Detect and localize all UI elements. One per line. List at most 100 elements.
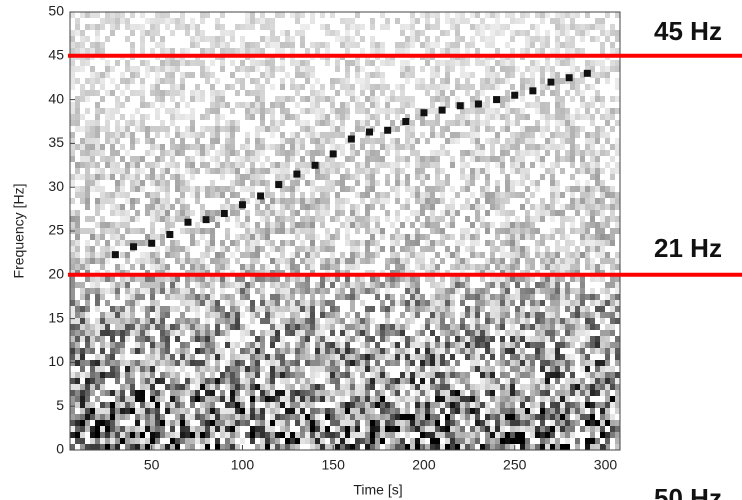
- noise-cell: [280, 354, 285, 360]
- noise-cell: [470, 96, 475, 102]
- noise-cell: [535, 144, 540, 150]
- noise-cell: [165, 360, 170, 366]
- noise-cell: [340, 114, 345, 120]
- noise-cell: [540, 108, 545, 114]
- noise-cell: [255, 384, 260, 390]
- noise-cell: [470, 408, 475, 414]
- noise-cell: [310, 396, 315, 402]
- noise-cell: [165, 336, 170, 342]
- noise-cell: [595, 360, 600, 366]
- noise-cell: [475, 306, 480, 312]
- noise-cell: [435, 42, 440, 48]
- noise-cell: [405, 264, 410, 270]
- noise-cell: [400, 294, 405, 300]
- noise-cell: [360, 258, 365, 264]
- noise-cell: [95, 234, 100, 240]
- noise-cell: [365, 402, 370, 408]
- noise-cell: [525, 78, 530, 84]
- noise-cell: [280, 318, 285, 324]
- noise-cell: [525, 36, 530, 42]
- noise-cell: [375, 84, 380, 90]
- noise-cell: [295, 162, 300, 168]
- noise-cell: [190, 210, 195, 216]
- noise-cell: [585, 228, 590, 234]
- noise-cell: [535, 252, 540, 258]
- noise-cell: [570, 114, 575, 120]
- noise-cell: [385, 360, 390, 366]
- noise-cell: [80, 84, 85, 90]
- noise-cell: [280, 228, 285, 234]
- noise-cell: [195, 372, 200, 378]
- noise-cell: [225, 300, 230, 306]
- noise-cell: [495, 138, 500, 144]
- noise-cell: [225, 162, 230, 168]
- noise-cell: [520, 288, 525, 294]
- noise-cell: [295, 60, 300, 66]
- noise-cell: [450, 18, 455, 24]
- noise-cell: [455, 324, 460, 330]
- noise-cell: [425, 342, 430, 348]
- noise-cell: [520, 324, 525, 330]
- noise-cell: [585, 324, 590, 330]
- noise-cell: [150, 102, 155, 108]
- noise-cell: [210, 60, 215, 66]
- noise-cell: [320, 168, 325, 174]
- noise-cell: [205, 402, 210, 408]
- noise-cell: [520, 162, 525, 168]
- noise-cell: [510, 300, 515, 306]
- noise-cell: [85, 138, 90, 144]
- noise-cell: [95, 300, 100, 306]
- noise-cell: [70, 414, 75, 420]
- noise-cell: [270, 24, 275, 30]
- noise-cell: [555, 120, 560, 126]
- noise-cell: [300, 246, 305, 252]
- noise-cell: [130, 366, 135, 372]
- noise-cell: [470, 384, 475, 390]
- noise-cell: [95, 318, 100, 324]
- noise-cell: [170, 252, 175, 258]
- noise-cell: [385, 336, 390, 342]
- noise-cell: [155, 42, 160, 48]
- noise-cell: [485, 348, 490, 354]
- noise-cell: [445, 138, 450, 144]
- noise-cell: [540, 144, 545, 150]
- noise-cell: [155, 276, 160, 282]
- noise-cell: [615, 360, 620, 366]
- noise-cell: [525, 288, 530, 294]
- noise-cell: [265, 378, 270, 384]
- noise-cell: [80, 348, 85, 354]
- noise-cell: [460, 276, 465, 282]
- noise-cell: [310, 264, 315, 270]
- noise-cell: [275, 150, 280, 156]
- noise-cell: [560, 318, 565, 324]
- noise-cell: [70, 132, 75, 138]
- noise-cell: [240, 252, 245, 258]
- noise-cell: [310, 198, 315, 204]
- noise-cell: [365, 84, 370, 90]
- noise-cell: [350, 96, 355, 102]
- noise-cell: [375, 228, 380, 234]
- noise-cell: [260, 330, 265, 336]
- noise-cell: [245, 186, 250, 192]
- noise-cell: [240, 24, 245, 30]
- noise-cell: [615, 144, 620, 150]
- noise-cell: [80, 42, 85, 48]
- noise-cell: [115, 84, 120, 90]
- noise-cell: [485, 336, 490, 342]
- noise-cell: [320, 258, 325, 264]
- noise-cell: [520, 408, 525, 414]
- noise-cell: [515, 168, 520, 174]
- noise-cell: [525, 150, 530, 156]
- noise-cell: [500, 318, 505, 324]
- noise-cell: [125, 24, 130, 30]
- noise-cell: [70, 138, 75, 144]
- noise-cell: [180, 366, 185, 372]
- noise-cell: [505, 216, 510, 222]
- noise-cell: [560, 258, 565, 264]
- noise-cell: [280, 390, 285, 396]
- noise-cell: [245, 264, 250, 270]
- noise-cell: [410, 18, 415, 24]
- noise-cell: [185, 48, 190, 54]
- noise-cell: [465, 288, 470, 294]
- noise-cell: [610, 168, 615, 174]
